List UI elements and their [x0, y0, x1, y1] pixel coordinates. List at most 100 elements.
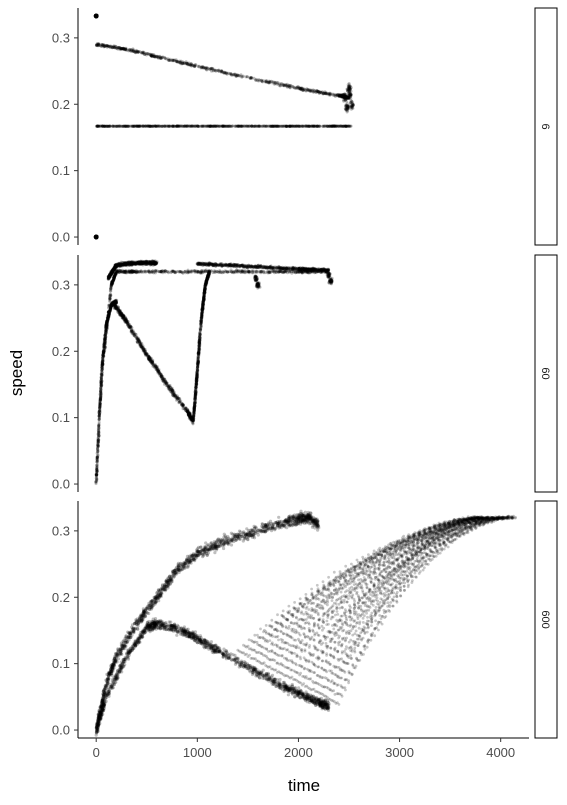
data-point	[181, 125, 184, 128]
data-point	[241, 75, 244, 78]
data-point	[164, 125, 167, 128]
data-point	[101, 125, 104, 128]
data-point	[99, 397, 102, 400]
data-point	[192, 417, 195, 420]
data-point	[250, 125, 253, 128]
data-point	[313, 125, 316, 128]
data-point	[221, 125, 224, 128]
y-tick-label: 0.0	[52, 477, 70, 492]
data-point	[100, 380, 103, 383]
data-point	[192, 414, 195, 417]
data-point	[116, 308, 119, 311]
facet-points	[94, 259, 333, 485]
data-point	[109, 293, 112, 296]
data-point	[318, 125, 321, 128]
data-point	[201, 125, 204, 128]
data-point	[309, 125, 312, 128]
data-point	[265, 125, 268, 128]
data-point	[165, 382, 168, 385]
data-point	[97, 442, 100, 445]
data-point	[107, 304, 110, 307]
data-point	[326, 125, 329, 128]
data-point	[276, 125, 279, 128]
data-point	[142, 125, 145, 128]
data-point	[180, 271, 183, 274]
data-point	[187, 414, 190, 417]
data-point	[289, 86, 292, 89]
data-point	[199, 327, 202, 330]
data-point	[107, 317, 110, 320]
data-point	[209, 125, 212, 128]
data-point	[292, 86, 295, 89]
data-point	[155, 125, 158, 128]
data-point	[187, 411, 190, 414]
data-point	[193, 404, 196, 407]
data-point	[131, 329, 134, 332]
data-point	[128, 49, 131, 52]
data-point	[294, 271, 297, 274]
data-point	[192, 125, 195, 128]
data-point	[135, 125, 138, 128]
data-point	[178, 400, 181, 403]
data-point	[194, 386, 197, 389]
data-point	[105, 331, 108, 334]
data-point	[198, 344, 201, 347]
data-point	[98, 418, 101, 421]
data-point	[184, 407, 187, 410]
data-point	[95, 468, 98, 471]
data-point	[336, 125, 339, 128]
data-point	[151, 270, 154, 273]
data-point	[346, 109, 349, 112]
data-point	[123, 125, 126, 128]
data-point	[172, 124, 175, 127]
data-point	[101, 357, 104, 360]
data-point	[109, 290, 112, 293]
data-point	[95, 482, 98, 485]
y-tick-label: 0.1	[52, 410, 70, 425]
data-point	[94, 14, 99, 19]
data-point	[103, 347, 106, 350]
data-point	[195, 382, 198, 385]
data-point	[269, 125, 272, 128]
data-point	[131, 50, 134, 53]
data-point	[225, 125, 228, 128]
data-point	[290, 125, 293, 128]
data-point	[351, 105, 354, 108]
data-point	[345, 104, 348, 107]
data-point	[119, 269, 122, 272]
data-point	[218, 125, 221, 128]
data-point	[200, 312, 203, 315]
data-point	[302, 89, 305, 92]
data-point	[261, 80, 264, 83]
facet-panel-6: 0.00.10.20.3	[52, 8, 355, 245]
data-point	[197, 358, 200, 361]
data-point	[113, 304, 116, 307]
data-point	[156, 367, 159, 370]
data-point	[97, 427, 100, 430]
data-point	[252, 269, 255, 272]
y-tick-label: 0.2	[52, 344, 70, 359]
data-point	[100, 394, 103, 397]
data-point	[313, 89, 316, 92]
data-point	[160, 375, 163, 378]
data-point	[151, 361, 154, 364]
data-point	[324, 125, 327, 128]
data-point	[268, 81, 271, 84]
data-point	[226, 270, 229, 273]
data-point	[198, 348, 201, 351]
data-point	[137, 51, 140, 54]
data-point	[133, 331, 136, 334]
data-point	[208, 270, 211, 273]
data-point	[239, 125, 242, 128]
data-point	[265, 80, 268, 83]
data-point	[204, 269, 207, 272]
data-point	[272, 125, 275, 128]
data-point	[190, 125, 193, 128]
data-point	[258, 79, 261, 82]
data-point	[298, 87, 301, 90]
data-point	[96, 125, 99, 128]
data-point	[151, 55, 154, 58]
data-point	[97, 445, 100, 448]
data-point	[147, 125, 150, 128]
